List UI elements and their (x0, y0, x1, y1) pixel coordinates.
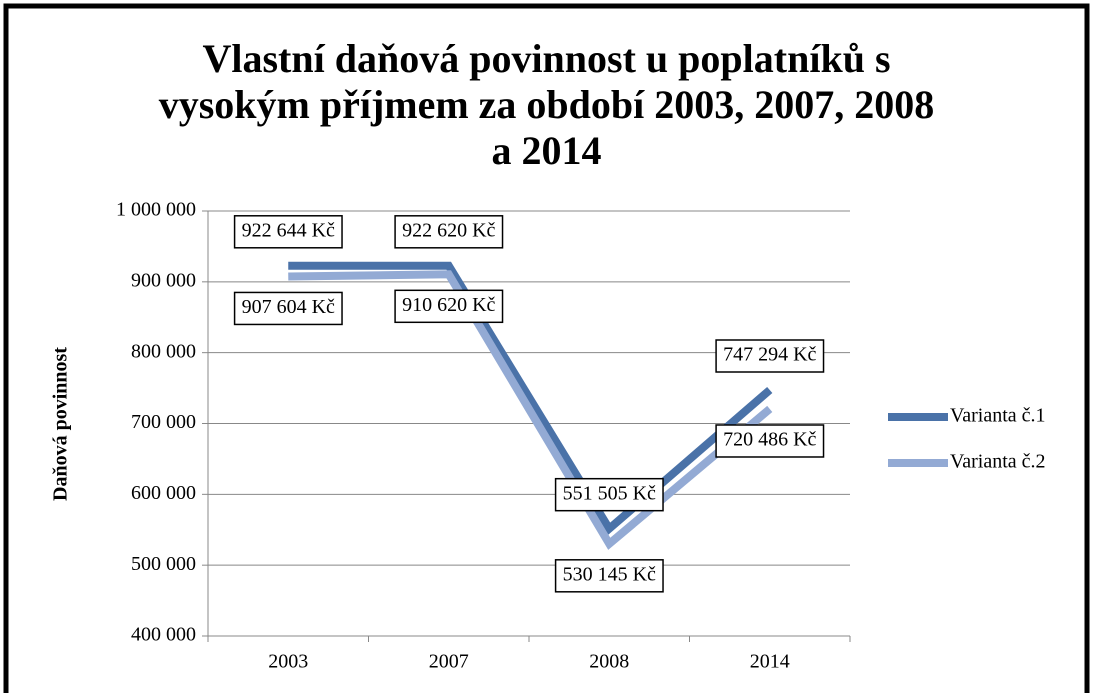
data-label: 922 644 Kč (242, 219, 335, 241)
legend-label: Varianta č.1 (950, 405, 1046, 427)
series-line (288, 261, 773, 535)
data-label: 530 145 Kč (563, 563, 656, 585)
data-label: 910 620 Kč (402, 294, 495, 316)
data-label-box (233, 291, 343, 326)
data-label-box (715, 424, 825, 458)
x-tick-label: 2014 (750, 651, 790, 673)
data-label-box (554, 477, 664, 512)
y-tick-label: 800 000 (131, 340, 196, 362)
x-tick-label: 2008 (589, 651, 629, 673)
data-label: 922 620 Kč (402, 219, 495, 241)
y-tick-label: 900 000 (131, 269, 196, 291)
x-tick-label: 2007 (429, 651, 469, 673)
series-line (288, 270, 773, 550)
data-label: 551 505 Kč (563, 482, 656, 504)
y-tick-label: 600 000 (131, 482, 196, 504)
x-tick-label: 2003 (268, 651, 308, 673)
y-tick-label: 500 000 (131, 553, 196, 575)
data-label-box (394, 289, 504, 324)
data-label-box (554, 559, 664, 593)
y-tick-label: 400 000 (131, 624, 196, 646)
y-tick-label: 1 000 000 (116, 199, 196, 221)
data-label: 907 604 Kč (242, 296, 335, 318)
y-tick-label: 700 000 (131, 411, 196, 433)
y-axis-label: Daňová povinnost (50, 347, 72, 501)
data-label-box (394, 215, 504, 249)
chart-border (3, 3, 1090, 693)
data-label: 720 486 Kč (723, 429, 816, 451)
legend-label: Varianta č.2 (950, 451, 1046, 473)
data-label-box (233, 215, 343, 249)
chart-title: Vlastní daňová povinnost u poplatníků s … (158, 36, 935, 173)
data-label-box (715, 339, 825, 373)
data-label: 747 294 Kč (723, 344, 816, 366)
